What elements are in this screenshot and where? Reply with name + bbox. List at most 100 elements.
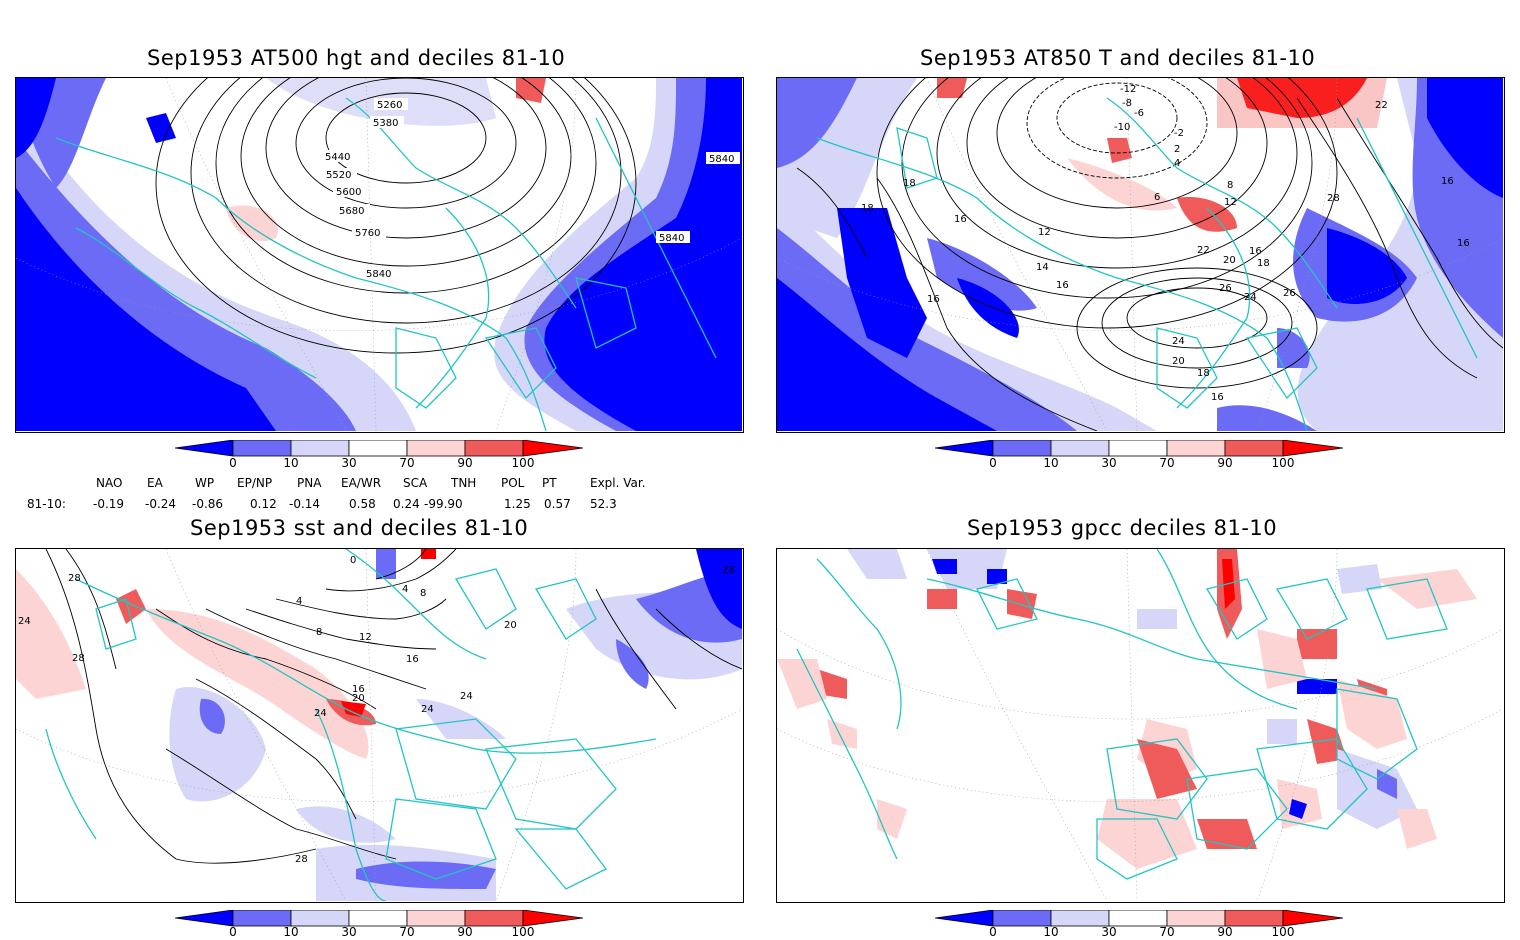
- contour-label: 8: [316, 627, 322, 638]
- contour-label: 28: [68, 573, 81, 584]
- contour-label: 20: [352, 693, 365, 704]
- contour-label: -6: [1134, 108, 1144, 119]
- contour-label: 18: [903, 178, 916, 189]
- index-value: -0.14: [289, 497, 321, 511]
- colorbar-t850: 0 10 30 70 90 100: [934, 439, 1345, 476]
- colorbar-gpcc: 0 10 30 70 90 100: [934, 909, 1345, 940]
- colorbar-segment: [1108, 439, 1168, 457]
- map-sst: 28 24 28 0 4 8 8 12 16 16 20 20 24 24 24…: [15, 548, 744, 903]
- colorbar-segment: [522, 439, 584, 457]
- contour-label: 0: [350, 555, 356, 566]
- colorbar-tick: 0: [229, 456, 237, 470]
- map-t850: -12 -8 -6 -10 -2 2 4 6 8 12 12 14 16 16 …: [776, 77, 1505, 433]
- index-header: SCA: [403, 476, 428, 490]
- colorbar-segment: [1050, 909, 1110, 927]
- index-header: POL: [501, 476, 525, 490]
- contour-label: -8: [1122, 98, 1132, 109]
- colorbar-tick: 90: [457, 925, 473, 939]
- contour-label: -12: [1120, 84, 1136, 95]
- panel-title-t850: Sep1953 AT850 T and deciles 81-10: [920, 46, 1316, 70]
- colorbar-tick: 30: [1101, 456, 1117, 470]
- contour-label: 12: [359, 632, 372, 643]
- colorbar-tick: 10: [283, 456, 299, 470]
- colorbar-segment: [232, 909, 292, 927]
- contour-label: 16: [1249, 246, 1262, 257]
- contour-label: 12: [1038, 227, 1051, 238]
- contour-label: -10: [1114, 122, 1130, 133]
- contour-label: 20: [1223, 255, 1236, 266]
- colorbar-segment: [992, 439, 1052, 457]
- contour-label: 16: [1457, 238, 1470, 249]
- contour-label: 28: [295, 854, 308, 865]
- contour-label: 22: [1375, 100, 1388, 111]
- colorbar-hgt500: 0 10 30 70 90 100: [174, 439, 585, 476]
- contour-label: 2: [1174, 144, 1180, 155]
- contour-label: 8: [420, 588, 426, 599]
- index-value: 52.3: [590, 497, 617, 511]
- colorbar-segment: [934, 909, 994, 927]
- colorbar-segment: [992, 909, 1052, 927]
- colorbar-tick: 30: [341, 925, 357, 939]
- contour-label: 20: [504, 620, 517, 631]
- contour-label: 24: [421, 704, 434, 715]
- colorbar-segment: [290, 439, 350, 457]
- colorbar-segment: [464, 439, 524, 457]
- contour-label: 5760: [355, 228, 380, 239]
- colorbar-segment: [290, 909, 350, 927]
- contour-label: 14: [1036, 262, 1049, 273]
- contour-label: 16: [1441, 176, 1454, 187]
- colorbar-tick: 10: [283, 925, 299, 939]
- contour-label: 20: [1172, 356, 1185, 367]
- index-header: PNA: [297, 476, 322, 490]
- colorbar-tick: 90: [1217, 456, 1233, 470]
- colorbar-segment: [522, 909, 584, 927]
- contour-label: -2: [1174, 128, 1184, 139]
- colorbar-tick: 70: [399, 456, 415, 470]
- contour-label: 5600: [336, 187, 361, 198]
- index-header: EP/NP: [237, 476, 273, 490]
- contour-label: 18: [1197, 368, 1210, 379]
- colorbar-segment: [1166, 439, 1226, 457]
- colorbar-segment: [1224, 439, 1284, 457]
- contour-label: 5520: [326, 170, 351, 181]
- index-value: 0.58: [349, 497, 376, 511]
- index-value: -99.90: [424, 497, 463, 511]
- colorbar-segment: [174, 909, 234, 927]
- index-value: 1.25: [504, 497, 531, 511]
- panel-title-sst: Sep1953 sst and deciles 81-10: [190, 516, 529, 540]
- colorbar-segment: [1166, 909, 1226, 927]
- colorbar-segment: [934, 439, 994, 457]
- colorbar-tick: 0: [989, 456, 997, 470]
- contour-label: 8: [1227, 180, 1233, 191]
- index-header: Expl. Var.: [590, 476, 646, 490]
- contour-label: 16: [1211, 392, 1224, 403]
- index-header: EA/WR: [341, 476, 382, 490]
- index-header: NAO: [96, 476, 123, 490]
- index-header: PT: [542, 476, 557, 490]
- colorbar-tick: 10: [1043, 456, 1059, 470]
- index-value: -0.86: [192, 497, 224, 511]
- contour-label: 4: [402, 584, 408, 595]
- colorbar-segment: [1282, 439, 1344, 457]
- colorbar-tick: 70: [1159, 925, 1175, 939]
- colorbar-tick: 0: [229, 925, 237, 939]
- contour-label: 5840: [659, 233, 684, 244]
- map-hgt500: 5260 5380 5440 5520 5600 5680 5760 5840 …: [15, 77, 744, 433]
- contour-label: 12: [1224, 197, 1237, 208]
- index-header: WP: [195, 476, 215, 490]
- colorbar-tick: 100: [511, 456, 535, 470]
- contour-label: 24: [18, 616, 31, 627]
- colorbar-tick: 30: [341, 456, 357, 470]
- colorbar-segment: [1108, 909, 1168, 927]
- contour-label: 5380: [373, 118, 398, 129]
- contour-label: 22: [1197, 245, 1210, 256]
- contour-label: 28: [72, 653, 85, 664]
- colorbar-tick: 100: [1271, 925, 1295, 939]
- contour-label: 26: [1283, 288, 1296, 299]
- contour-label: 18: [861, 203, 874, 214]
- index-value: 0.12: [250, 497, 277, 511]
- contour-label: 5260: [377, 100, 402, 111]
- contour-label: 18: [1257, 258, 1270, 269]
- colorbar-segment: [348, 439, 408, 457]
- colorbar-sst: 0 10 30 70 90 100: [174, 909, 585, 940]
